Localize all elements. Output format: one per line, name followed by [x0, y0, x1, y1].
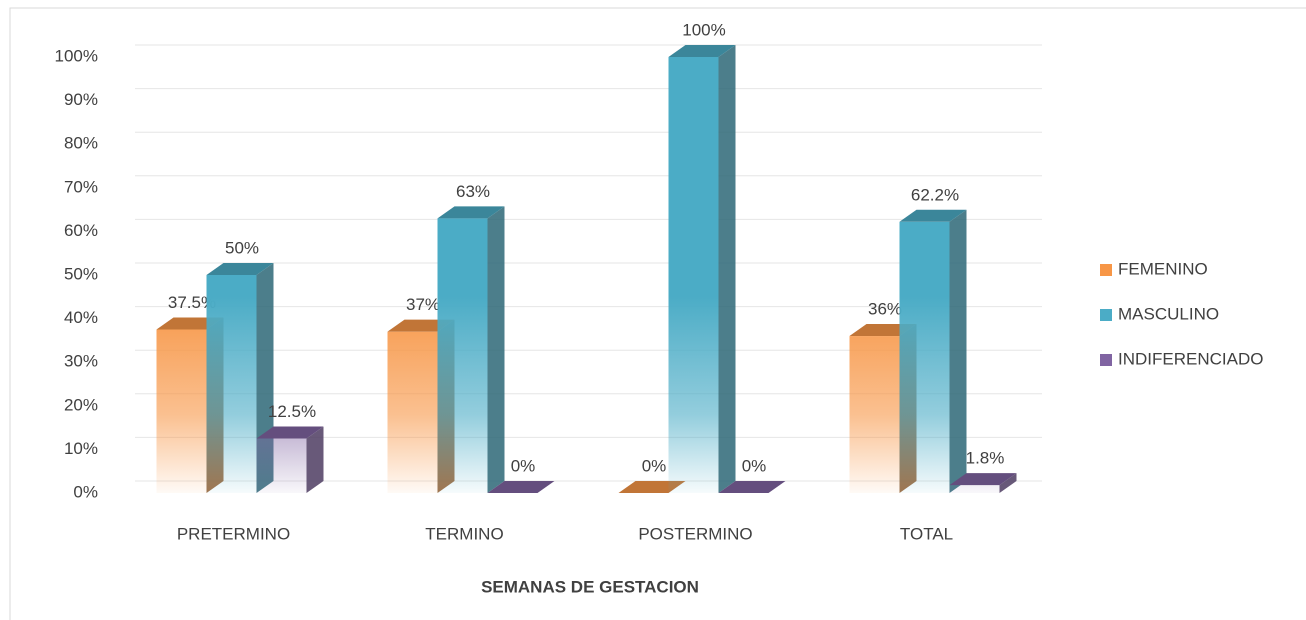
y-tick-label: 80% [64, 134, 98, 153]
bar-top [718, 481, 786, 493]
legend-label: FEMENINO [1118, 259, 1208, 278]
data-label: 100% [682, 20, 725, 39]
bar-top [256, 426, 324, 439]
bar [387, 331, 438, 493]
bar [156, 329, 207, 493]
data-label: 37.5% [168, 293, 216, 312]
data-label: 0% [642, 456, 667, 475]
legend-swatch [1100, 264, 1112, 276]
y-tick-label: 0% [73, 482, 98, 501]
bar [849, 336, 900, 493]
bar-side [949, 209, 967, 494]
chart-border [9, 7, 1306, 620]
x-tick-label: POSTERMINO [638, 524, 752, 543]
data-label: 12.5% [268, 402, 316, 421]
bar [206, 275, 257, 493]
y-tick-label: 10% [64, 439, 98, 458]
y-tick-label: 50% [64, 264, 98, 283]
y-tick-label: 100% [55, 46, 98, 65]
data-label: 1.8% [966, 449, 1005, 468]
y-tick-label: 20% [64, 395, 98, 414]
x-tick-label: TOTAL [900, 524, 953, 543]
bar-top [668, 45, 736, 57]
bar-side [306, 426, 324, 493]
bar-side [718, 45, 736, 493]
legend-label: INDIFERENCIADO [1118, 349, 1263, 368]
data-label: 62.2% [911, 185, 959, 204]
data-label: 50% [225, 238, 259, 257]
legend-swatch [1100, 354, 1112, 366]
legend-swatch [1100, 309, 1112, 321]
bar [437, 218, 488, 493]
data-label: 0% [742, 456, 767, 475]
x-tick-label: TERMINO [425, 524, 503, 543]
bar [668, 57, 719, 493]
x-axis-title: SEMANAS DE GESTACION [481, 577, 699, 596]
bar [256, 438, 307, 493]
data-label: 37% [406, 295, 440, 314]
y-tick-label: 70% [64, 177, 98, 196]
bar-top [206, 263, 274, 275]
data-label: 63% [456, 182, 490, 201]
bar-top [437, 206, 505, 219]
bar-side [487, 206, 505, 493]
data-label: 0% [511, 456, 536, 475]
bar-side [999, 473, 1017, 493]
x-tick-label: PRETERMINO [177, 524, 290, 543]
y-tick-label: 90% [64, 90, 98, 109]
legend-label: MASCULINO [1118, 304, 1219, 323]
y-tick-label: 40% [64, 308, 98, 327]
bar-top [949, 473, 1017, 486]
bar [949, 485, 1000, 493]
y-tick-label: 30% [64, 352, 98, 371]
data-label: 36% [868, 300, 902, 319]
bar [899, 221, 950, 494]
bar-top [899, 209, 967, 222]
bar-top [487, 481, 555, 493]
y-tick-label: 60% [64, 221, 98, 240]
